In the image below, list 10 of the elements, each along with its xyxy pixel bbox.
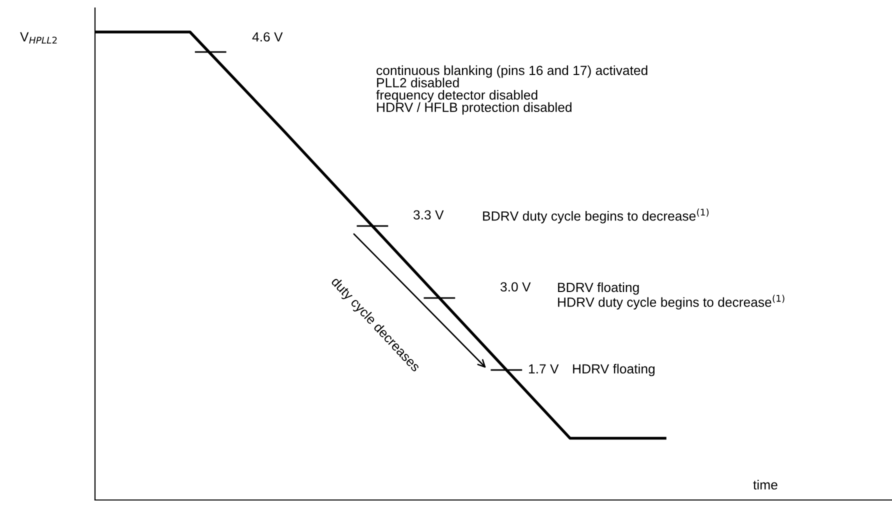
annotation: 1.7 V bbox=[529, 364, 559, 374]
annotation: 4.6 V bbox=[252, 32, 283, 42]
annotation: BDRV floating HDRV duty cycle begins to decrease$^{(1)}$ bbox=[558, 282, 784, 310]
annotation: 3.3 V bbox=[414, 210, 444, 220]
annotation: 3.0 V bbox=[500, 282, 531, 292]
annotation: BDRV duty cycle begins to decrease$^{(1)}$ bbox=[483, 208, 709, 224]
annotation: HDRV floating bbox=[573, 364, 655, 376]
x-axis-title: time bbox=[753, 480, 778, 490]
annotation: continuous blanking (pins 16 and 17) activated PLL2 disabled frequency detector disabled HDRV / HFLB protection disabled bbox=[376, 65, 648, 115]
y-axis-title: V$_{HPLL2}$ bbox=[20, 32, 57, 44]
